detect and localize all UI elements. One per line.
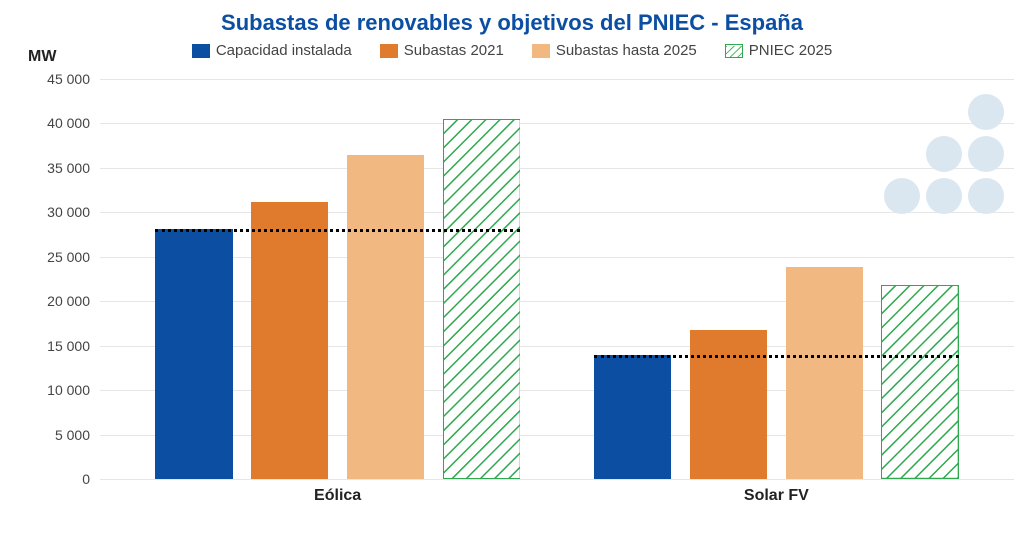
y-axis-label: MW <box>28 48 56 66</box>
grid-line <box>100 346 1014 347</box>
watermark-dot <box>968 136 1004 172</box>
bar-sub2025 <box>347 155 425 479</box>
grid-line <box>100 301 1014 302</box>
bar-capacidad <box>594 355 672 479</box>
plot-area: 05 00010 00015 00020 00025 00030 00035 0… <box>100 79 1014 479</box>
watermark-dot <box>968 94 1004 130</box>
chart-title: Subastas de renovables y objetivos del P… <box>20 10 1004 36</box>
legend-label: Capacidad instalada <box>216 42 352 59</box>
legend-label: Subastas hasta 2025 <box>556 42 697 59</box>
y-tick-label: 45 000 <box>47 71 100 87</box>
grid-line <box>100 212 1014 213</box>
legend: Capacidad instalada Subastas 2021 Subast… <box>20 42 1004 59</box>
grid-line <box>100 257 1014 258</box>
y-tick-label: 35 000 <box>47 160 100 176</box>
bar-sub2021 <box>690 330 768 479</box>
legend-swatch-capacidad <box>192 44 210 58</box>
grid-line <box>100 390 1014 391</box>
y-tick-label: 5 000 <box>55 427 100 443</box>
watermark-dot <box>926 178 962 214</box>
reference-line <box>594 355 960 358</box>
grid-line <box>100 123 1014 124</box>
y-tick-label: 0 <box>82 471 100 487</box>
legend-label: Subastas 2021 <box>404 42 504 59</box>
bar-capacidad <box>155 229 233 479</box>
y-tick-label: 25 000 <box>47 249 100 265</box>
legend-swatch-sub2021 <box>380 44 398 58</box>
grid-line <box>100 479 1014 480</box>
bar-sub2025 <box>786 267 864 479</box>
watermark-dot <box>968 178 1004 214</box>
legend-item-capacidad: Capacidad instalada <box>192 42 352 59</box>
watermark <box>884 88 1004 214</box>
x-category-label: Solar FV <box>744 479 809 505</box>
legend-label: PNIEC 2025 <box>749 42 832 59</box>
watermark-dot <box>926 136 962 172</box>
x-category-label: Eólica <box>314 479 361 505</box>
bar-pniec <box>881 285 959 479</box>
y-tick-label: 30 000 <box>47 204 100 220</box>
reference-line <box>155 229 521 232</box>
y-tick-label: 10 000 <box>47 382 100 398</box>
y-tick-label: 20 000 <box>47 293 100 309</box>
legend-item-pniec: PNIEC 2025 <box>725 42 832 59</box>
chart-container: Subastas de renovables y objetivos del P… <box>0 0 1024 534</box>
grid-line <box>100 79 1014 80</box>
legend-swatch-pniec <box>725 44 743 58</box>
legend-item-sub2021: Subastas 2021 <box>380 42 504 59</box>
y-tick-label: 15 000 <box>47 338 100 354</box>
legend-item-sub2025: Subastas hasta 2025 <box>532 42 697 59</box>
bar-pniec <box>443 119 521 479</box>
y-tick-label: 40 000 <box>47 115 100 131</box>
watermark-dot <box>884 178 920 214</box>
bar-sub2021 <box>251 202 329 479</box>
grid-line <box>100 435 1014 436</box>
legend-swatch-sub2025 <box>532 44 550 58</box>
grid-line <box>100 168 1014 169</box>
